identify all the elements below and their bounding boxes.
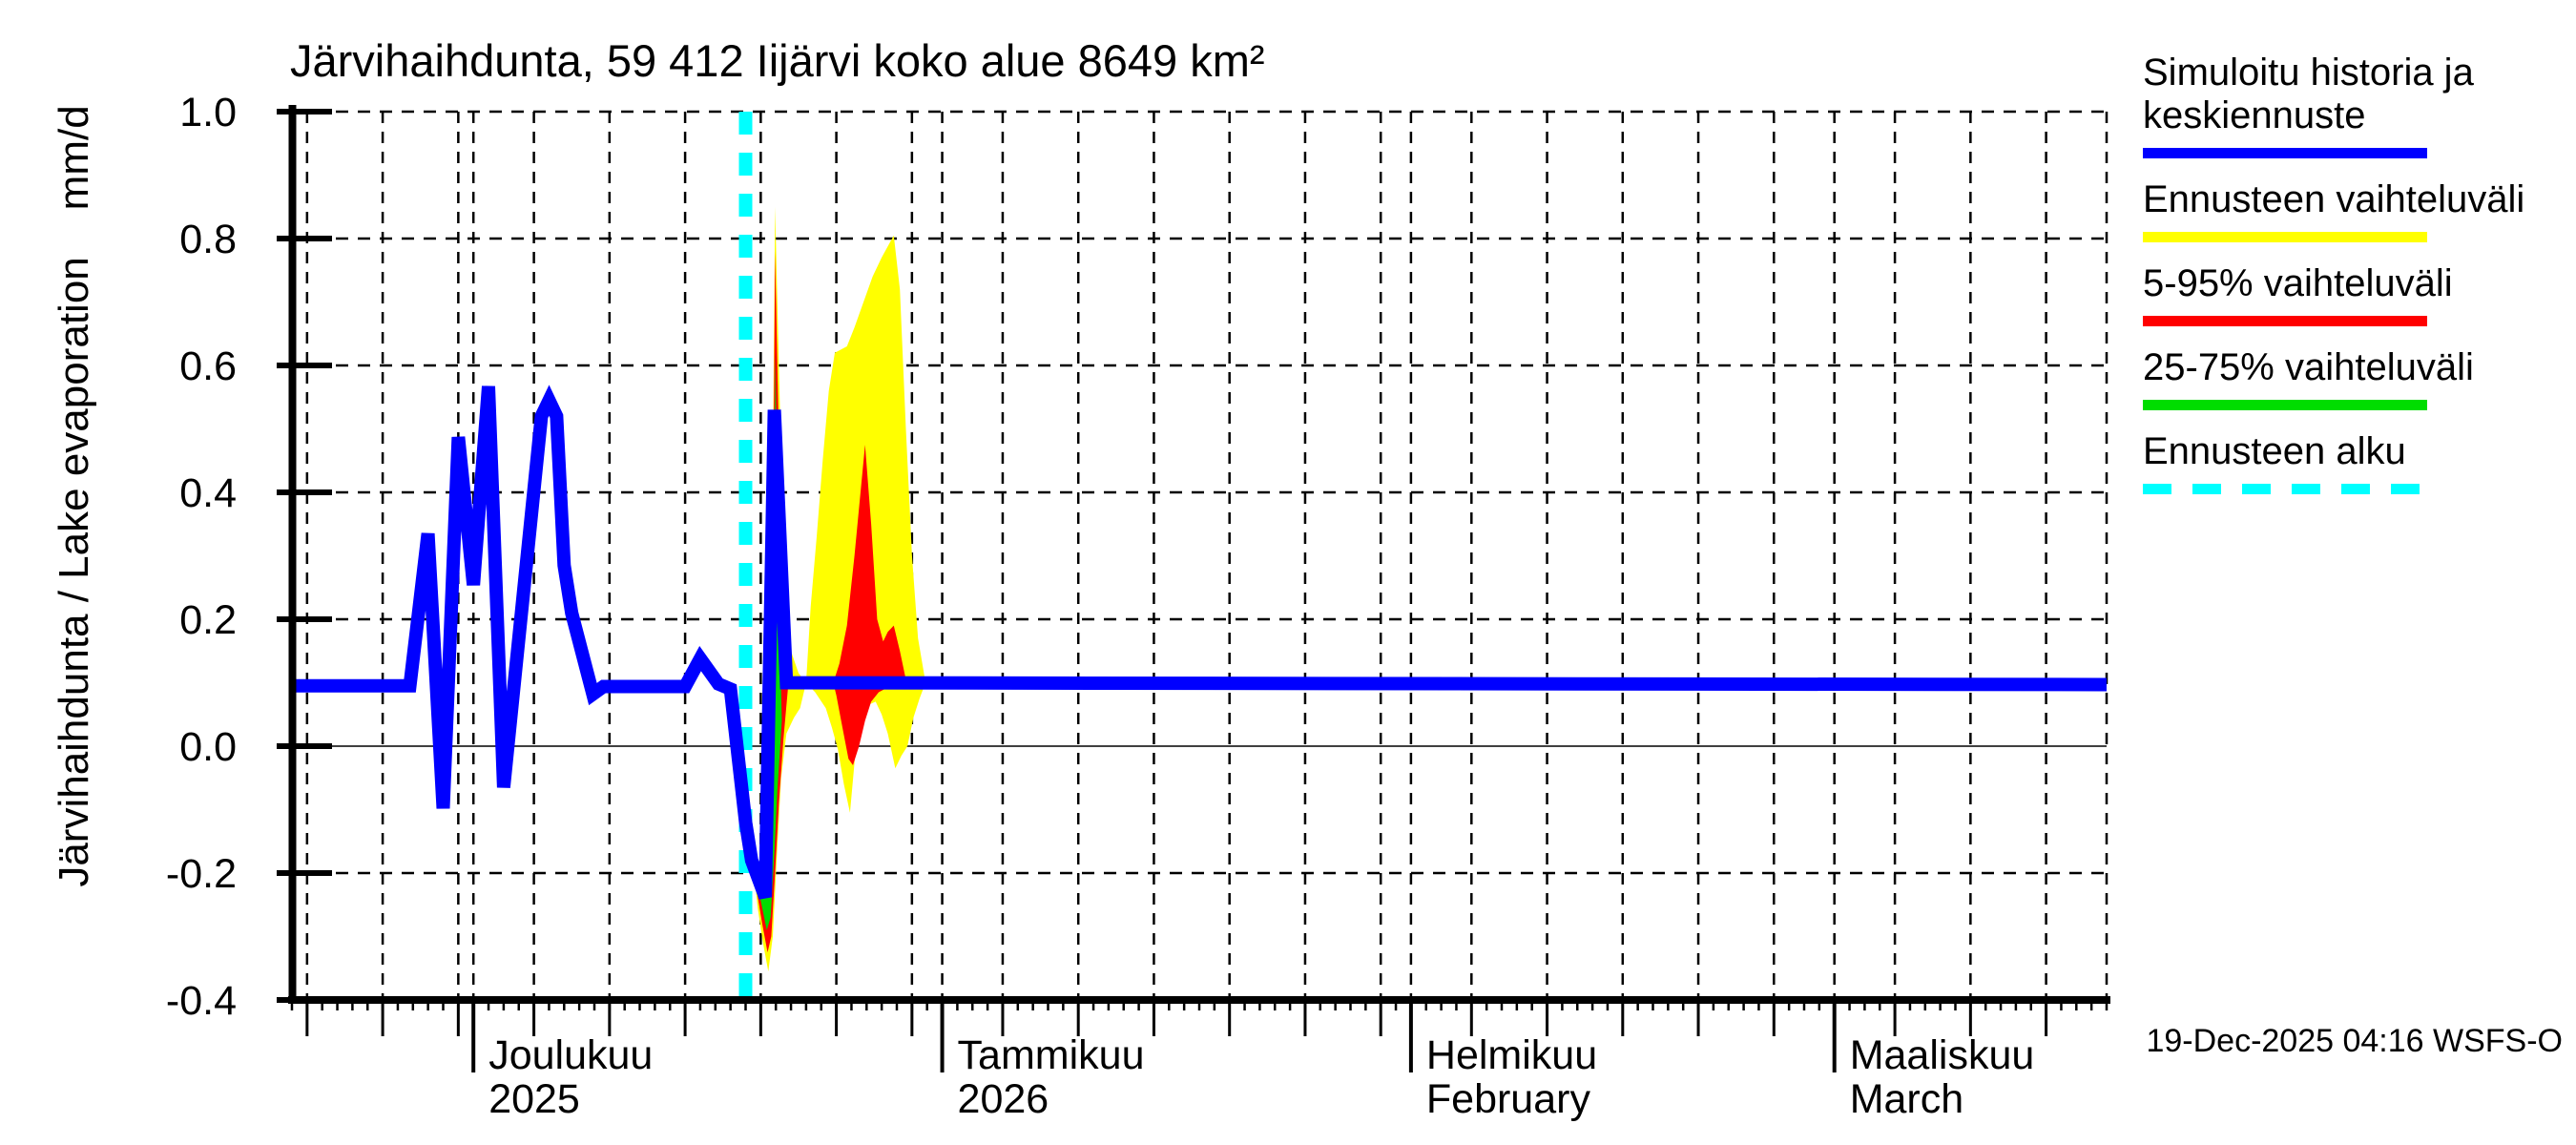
legend-swatch-forecast-start	[2143, 484, 2427, 494]
y-axis-label: Järvihaihdunta / Lake evaporation mm/d	[51, 105, 97, 887]
legend-label: 5-95% vaihteluväli	[2143, 262, 2453, 304]
legend-label: Simuloitu historia ja keskiennuste	[2143, 52, 2474, 136]
y-tick-label: 0.8	[179, 217, 237, 262]
y-tick-label: 0.2	[179, 597, 237, 643]
y-tick-label: 1.0	[179, 90, 237, 135]
y-tick-label: 0.4	[179, 470, 237, 516]
vertical-gridlines	[305, 112, 2109, 1000]
legend-label: 25-75% vaihteluväli	[2143, 346, 2474, 388]
legend: Simuloitu historia ja keskiennuste Ennus…	[2143, 52, 2553, 514]
x-month-label: Tammikuu	[958, 1032, 1145, 1078]
legend-swatch-simulated-history	[2143, 148, 2427, 158]
median-forecast-line	[292, 385, 2108, 900]
horizontal-gridlines	[292, 110, 2107, 875]
x-month-label: Joulukuu	[488, 1032, 653, 1078]
x-month-label: Helmikuu	[1426, 1032, 1597, 1078]
y-tick-label: -0.4	[166, 978, 237, 1024]
chart-title: Järvihaihdunta, 59 412 Iijärvi koko alue…	[290, 35, 1265, 86]
legend-entry-25-75: 25-75% vaihteluväli	[2143, 346, 2553, 410]
y-tick-label: 0.6	[179, 344, 237, 389]
legend-label: Ennusteen alku	[2143, 430, 2406, 472]
legend-label: Ennusteen vaihteluväli	[2143, 178, 2525, 220]
legend-swatch-5-95	[2143, 316, 2427, 326]
timestamp: 19-Dec-2025 04:16 WSFS-O	[2146, 1023, 2563, 1059]
legend-entry-full-range: Ennusteen vaihteluväli	[2143, 178, 2553, 242]
x-month-sublabel: March	[1850, 1076, 1963, 1122]
x-month-sublabel: February	[1426, 1076, 1591, 1122]
x-month-label: Maaliskuu	[1850, 1032, 2035, 1078]
x-ticks	[290, 1000, 2109, 1072]
y-tick-label: -0.2	[166, 851, 237, 897]
x-month-sublabel: 2026	[958, 1076, 1049, 1122]
y-tick-labels: 1.0 0.8 0.6 0.4 0.2 0.0 -0.2 -0.4	[166, 90, 237, 1024]
y-ticks	[277, 109, 332, 1003]
legend-entry-simulated: Simuloitu historia ja keskiennuste	[2143, 52, 2553, 158]
legend-swatch-25-75	[2143, 400, 2427, 410]
legend-entry-forecast-start: Ennusteen alku	[2143, 430, 2553, 494]
y-tick-label: 0.0	[179, 724, 237, 770]
legend-entry-5-95: 5-95% vaihteluväli	[2143, 262, 2553, 326]
x-month-sublabel: 2025	[488, 1076, 580, 1122]
legend-swatch-full-range	[2143, 232, 2427, 242]
